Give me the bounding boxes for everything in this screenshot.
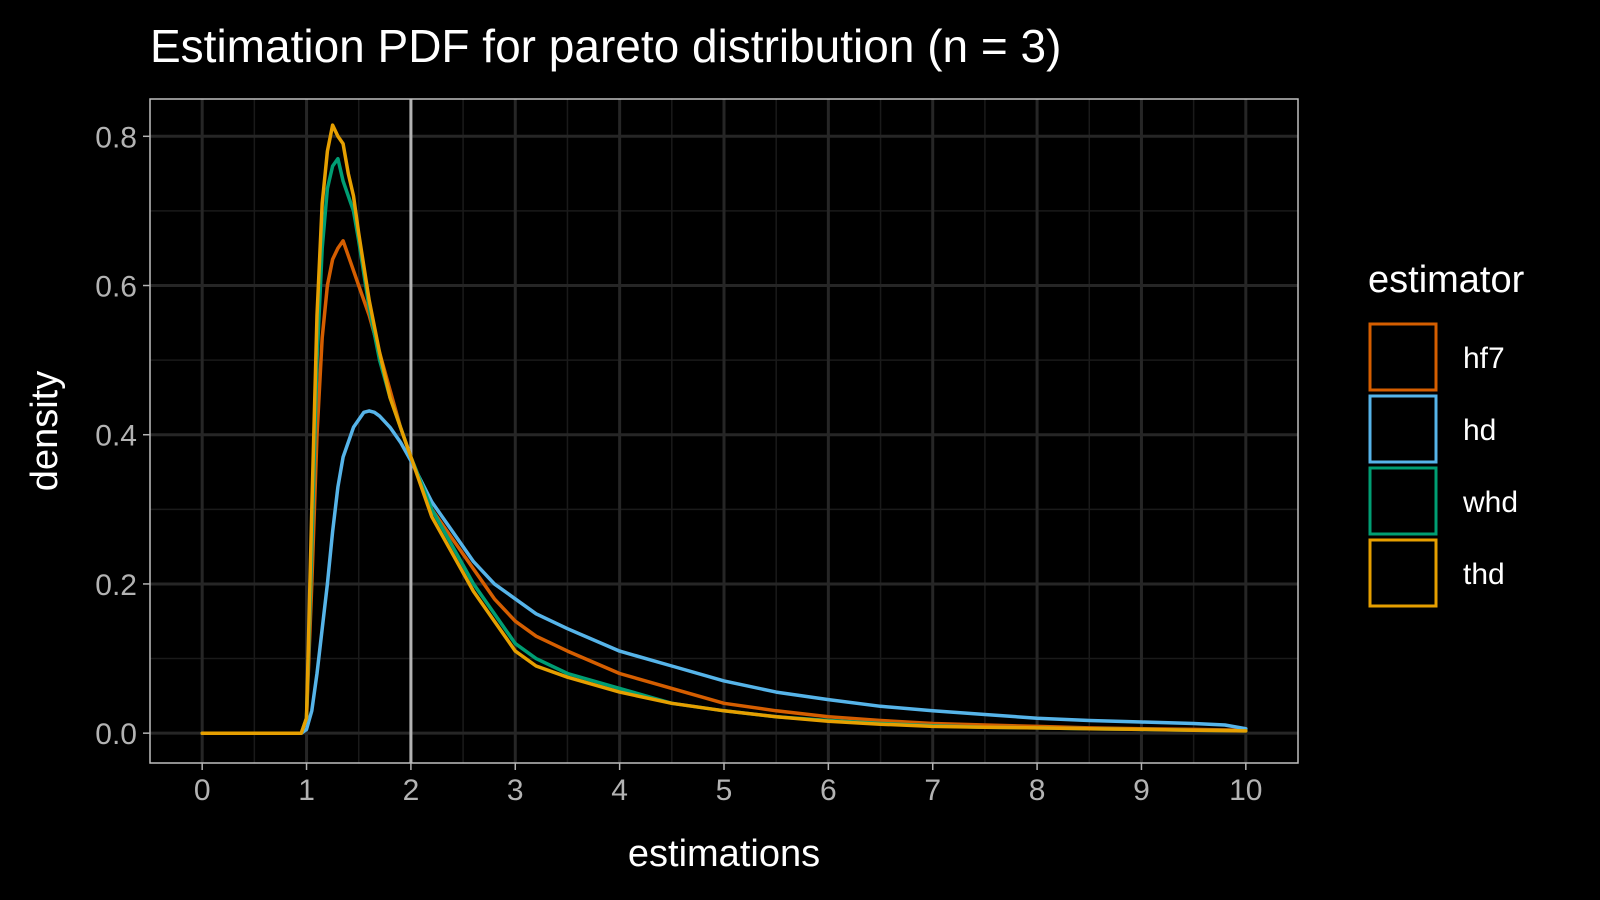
x-axis: 0 1 2 3 4 5 6 7 8 9 10 [194,763,1263,807]
legend-label-thd: thd [1463,558,1505,591]
x-tick-label: 9 [1133,774,1150,807]
x-tick-label: 7 [924,774,941,807]
y-tick-label: 0.2 [95,569,137,602]
chart-title: Estimation PDF for pareto distribution (… [150,20,1061,72]
legend-key-whd [1368,466,1438,536]
legend-items: hf7 hd whd thd [1368,322,1518,608]
y-tick-label: 0.6 [95,271,137,304]
y-axis: 0.0 0.2 0.4 0.6 0.8 [95,121,150,751]
y-axis-title: density [24,371,66,491]
y-tick-label: 0.4 [95,420,137,453]
y-tick-label: 0.0 [95,718,137,751]
x-tick-label: 0 [194,774,211,807]
x-tick-label: 2 [403,774,420,807]
x-tick-label: 8 [1029,774,1046,807]
x-tick-label: 3 [507,774,524,807]
legend-title: estimator [1368,259,1525,301]
series-line-hf7 [200,239,1248,735]
legend-key-hd [1368,394,1438,464]
legend: estimator hf7 hd whd thd [1368,259,1525,608]
legend-label-hd: hd [1463,414,1496,447]
x-tick-label: 5 [716,774,733,807]
x-tick-label: 10 [1229,774,1262,807]
x-tick-label: 4 [611,774,628,807]
y-tick-label: 0.8 [95,121,137,154]
legend-label-whd: whd [1462,486,1518,519]
series-line-hd [200,409,1248,735]
x-axis-title: estimations [628,833,820,875]
legend-label-hf7: hf7 [1463,342,1505,375]
legend-key-hf7 [1368,322,1438,392]
series-lines [200,123,1248,735]
x-tick-label: 1 [298,774,315,807]
series-line-thd [200,123,1248,735]
x-tick-label: 6 [820,774,837,807]
legend-key-thd [1368,538,1438,608]
